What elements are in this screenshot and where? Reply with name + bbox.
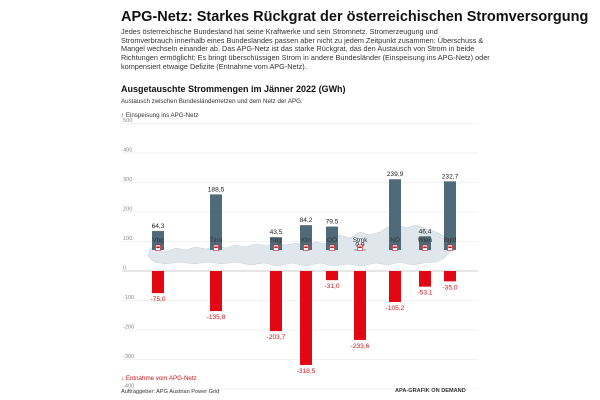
bar-negative-nö	[389, 271, 401, 303]
bar-negative-stmk	[354, 271, 366, 340]
chart-subtitle: Austausch zwischen Bundesländernetzen un…	[121, 98, 303, 105]
category-label: Ktn	[301, 237, 311, 244]
arrow-down-icon: ↓	[121, 375, 125, 382]
data-label-positive: 79,5	[326, 219, 339, 226]
category-label: Vbg	[152, 237, 164, 244]
data-label-positive: 64,3	[152, 223, 165, 230]
data-label-negative: -35,0	[442, 284, 457, 291]
bar-negative-oö	[326, 271, 338, 281]
y-tick-label: -100	[123, 295, 134, 301]
y-tick-label: -200	[123, 325, 134, 331]
data-label-negative: -233,6	[351, 343, 370, 350]
legend-bottom-label: Entnahme vom APG-Netz	[125, 375, 197, 382]
legend-bottom: ↓ Entnahme vom APG-Netz	[121, 375, 197, 382]
y-tick-label: 200	[123, 207, 132, 213]
credit-text: APA-GRAFIK ON DEMAND	[395, 388, 466, 394]
crest-icon-stripe	[156, 246, 160, 249]
chart-title: Ausgetauschte Strommengen im Jänner 2022…	[121, 84, 346, 94]
page-title: APG-Netz: Starkes Rückgrat der österreic…	[121, 9, 589, 25]
data-label-positive: 84,2	[300, 217, 313, 224]
y-tick-label: 500	[123, 118, 132, 124]
data-label-positive: 232,7	[442, 173, 459, 180]
crest-icon-stripe	[393, 246, 397, 249]
legend-top: ↑ Einspeisung ins APG-Netz	[121, 112, 198, 119]
bar-positive-tirol	[210, 194, 222, 250]
bar-negative-ktn	[300, 271, 312, 365]
data-label-negative: -318,5	[297, 368, 316, 375]
crest-icon-stripe	[214, 246, 218, 249]
data-label-negative: -203,7	[267, 334, 286, 341]
category-label: Stmk	[353, 237, 368, 244]
crest-icon-stripe	[304, 246, 308, 249]
data-label-negative: -31,0	[324, 283, 339, 290]
y-tick-label: -400	[123, 384, 134, 390]
bar-positive-nö	[389, 179, 401, 250]
crest-icon-stripe	[274, 246, 278, 249]
category-label: Sbg	[270, 237, 282, 244]
data-label-positive: 46,4	[419, 228, 432, 235]
y-tick-label: 0	[123, 266, 126, 272]
data-label-negative: -53,1	[417, 290, 432, 297]
crest-icon-stripe	[330, 246, 334, 249]
data-label-positive: 43,5	[270, 229, 283, 236]
bar-negative-wien	[419, 271, 431, 287]
data-label-positive: 239,9	[387, 171, 404, 178]
bar-positive-wien	[419, 236, 431, 250]
y-tick-label: 100	[123, 236, 132, 242]
y-tick-label: 300	[123, 177, 132, 183]
bar-negative-bgld	[444, 271, 456, 282]
bar-positive-ktn	[300, 225, 312, 250]
crest-icon-stripe	[358, 246, 362, 249]
bar-negative-vbg	[152, 271, 164, 294]
bar-positive-bgld	[444, 181, 456, 250]
data-label-negative: -135,8	[207, 314, 226, 321]
crest-icon-stripe	[448, 246, 452, 249]
bar-positive-oö	[326, 226, 338, 250]
bar-negative-sbg	[270, 271, 282, 332]
source-text: Auftraggeber: APG Austrian Power Grid	[121, 389, 220, 395]
crest-icon-stripe	[423, 246, 427, 249]
bar-positive-vbg	[152, 231, 164, 250]
data-label-negative: -105,2	[386, 305, 405, 312]
category-label: Bgld	[444, 237, 457, 244]
category-label: Wien	[418, 237, 433, 244]
bar-positive-sbg	[270, 237, 282, 250]
category-label: NÖ	[390, 236, 400, 244]
data-label-negative: -75,0	[150, 296, 165, 303]
y-tick-label: -300	[123, 354, 134, 360]
intro-text: Jedes österreichische Bundesland hat sei…	[121, 27, 490, 71]
data-label-positive: 188,5	[208, 186, 225, 193]
category-label: OÖ	[327, 236, 337, 244]
y-tick-label: 400	[123, 148, 132, 154]
arrow-up-icon: ↑	[121, 112, 125, 119]
bar-negative-tirol	[210, 271, 222, 312]
legend-top-label: Einspeisung ins APG-Netz	[125, 112, 199, 119]
category-label: Tirol	[210, 237, 222, 244]
